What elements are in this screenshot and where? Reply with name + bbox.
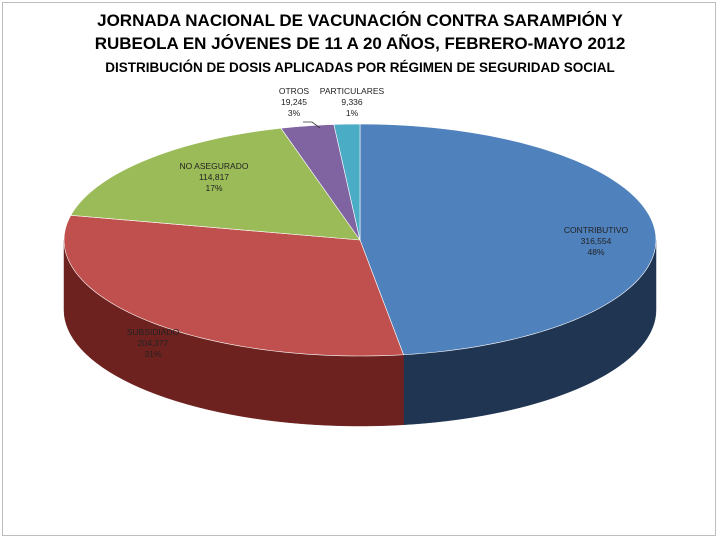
pie-slice-contributivo bbox=[359, 123, 657, 356]
label-subsidiado-value: 204,377 bbox=[137, 338, 169, 348]
chart-subtitle: DISTRIBUCIÓN DE DOSIS APLICADAS POR RÉGI… bbox=[105, 60, 615, 75]
pie-slice-no-asegurado bbox=[70, 127, 361, 241]
label-particulares-percent: 1% bbox=[345, 108, 359, 118]
label-no-asegurado-value: 114,817 bbox=[198, 172, 230, 182]
label-no-asegurado: NO ASEGURADO 114,817 17% bbox=[172, 161, 256, 194]
label-contributivo-name: CONTRIBUTIVO bbox=[563, 225, 629, 235]
leader-line-otros bbox=[303, 121, 321, 129]
label-otros-value: 19,245 bbox=[281, 97, 307, 107]
label-contributivo: CONTRIBUTIVO 316,554 48% bbox=[556, 225, 636, 258]
pie-slice-subsidiado bbox=[63, 214, 404, 357]
label-contributivo-value: 316,554 bbox=[580, 236, 612, 246]
pie-slice-particulares bbox=[333, 123, 361, 241]
chart-title-line-1: JORNADA NACIONAL DE VACUNACIÓN CONTRA SA… bbox=[97, 11, 623, 30]
label-subsidiado-name: SUBSIDIADO bbox=[126, 327, 180, 337]
label-no-asegurado-percent: 17% bbox=[205, 183, 223, 193]
label-contributivo-percent: 48% bbox=[587, 247, 605, 257]
label-subsidiado-percent: 31% bbox=[144, 349, 162, 359]
label-otros: OTROS 19,245 3% bbox=[272, 86, 316, 119]
label-no-asegurado-name: NO ASEGURADO bbox=[179, 161, 249, 171]
label-particulares: PARTICULARES 9,336 1% bbox=[316, 86, 388, 119]
label-subsidiado: SUBSIDIADO 204,377 31% bbox=[118, 327, 188, 360]
label-otros-name: OTROS bbox=[278, 86, 310, 96]
label-particulares-name: PARTICULARES bbox=[319, 86, 385, 96]
chart-title-line-2: RUBEOLA EN JÓVENES DE 11 A 20 AÑOS, FEBR… bbox=[94, 34, 626, 53]
label-otros-percent: 3% bbox=[287, 108, 301, 118]
label-particulares-value: 9,336 bbox=[341, 97, 363, 107]
